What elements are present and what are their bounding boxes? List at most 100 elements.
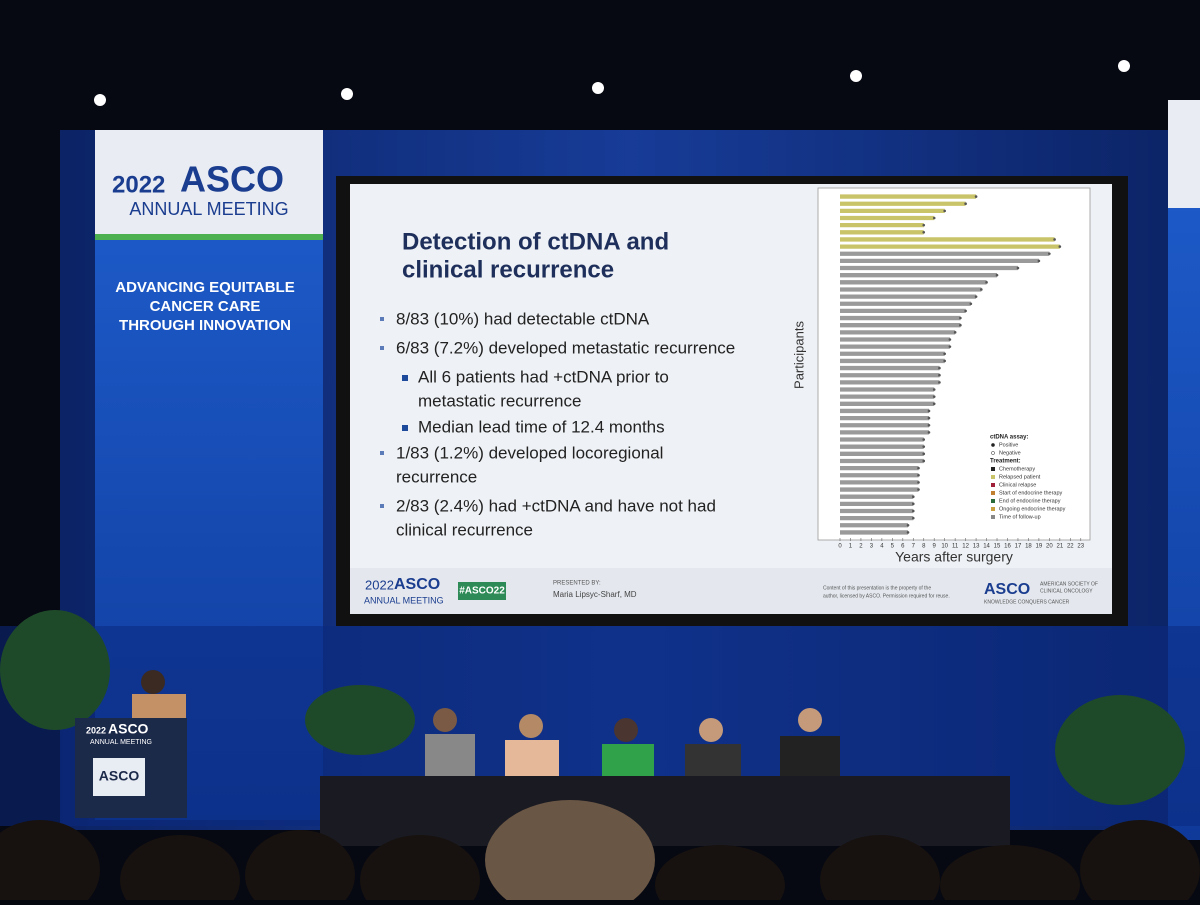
x-tick-label: 1 [849,544,853,550]
y-axis-label: Participants [791,321,806,389]
lane-end [911,516,915,520]
legend-label: Ongoing endocrine therapy [999,506,1066,512]
x-tick-label: 20 [1046,544,1053,550]
x-tick-label: 21 [1056,544,1063,550]
legend-swatch [991,515,995,519]
bullet-text: recurrence [396,467,477,486]
legend-label: Clinical relapse [999,482,1036,488]
lane-end [911,502,915,506]
lane-end [938,373,941,377]
lane-end [917,488,920,491]
lane-end [974,295,978,298]
bullet-text: metastatic recurrence [418,391,581,410]
lane-end [1048,252,1051,256]
lane-end [932,395,936,398]
legend-title: ctDNA assay: [990,435,1028,441]
lane-end [922,223,926,227]
panel-table [320,776,1010,846]
lane-end [974,195,978,198]
lane-end [953,331,957,334]
x-tick-label: 10 [941,544,948,550]
lane-end [943,352,946,356]
legend-swatch [991,483,995,487]
banner-line: CANCER CARE [150,298,261,315]
society-full: AMERICAN SOCIETY OF [1040,581,1098,587]
legend-label: Start of endocrine therapy [999,490,1063,496]
lane-end [932,402,936,406]
lane-end [980,288,983,291]
notice: Content of this presentation is the prop… [823,585,931,591]
lane-end [922,231,926,234]
bullet-marker [380,317,384,321]
x-tick-label: 23 [1077,544,1084,550]
bullet-text: Median lead time of 12.4 months [418,417,665,436]
banner-meeting: ANNUAL MEETING [129,199,288,219]
x-tick-label: 16 [1004,544,1011,550]
hashtag: #ASCO22 [459,586,505,597]
lane-end [985,281,988,284]
slide-title: Detection of ctDNA and [402,228,669,255]
banner-brand: ASCO [180,159,284,200]
x-tick-label: 6 [901,544,905,550]
legend-swatch [991,491,995,495]
slide-title: clinical recurrence [402,256,614,283]
lane-end [938,366,941,370]
lane-end [948,338,952,341]
lane-end [964,309,967,313]
footer-brand: ASCO [394,576,440,593]
bullet-text: All 6 patients had +ctDNA prior to [418,367,669,386]
society: ASCO [984,581,1030,598]
legend-dot [991,451,995,455]
bullets: 8/83 (10%) had detectable ctDNA 6/83 (7.2… [380,309,735,539]
legend-label: Chemotherapy [999,466,1035,472]
banner-year: 2022 [112,171,165,198]
legend-swatch [991,467,995,471]
x-tick-label: 13 [973,544,980,550]
right-banner-top [1168,100,1200,208]
lane-end [911,509,915,513]
x-tick-label: 5 [891,544,895,550]
lane-end [922,452,926,456]
lane-end [969,302,973,306]
podium: 2022 ASCO ANNUAL MEETING ASCO [75,718,187,818]
presenter: Maria Lipsyc-Sharf, MD [553,590,637,599]
audience [0,800,1200,905]
footer-meeting: ANNUAL MEETING [364,595,444,605]
banner-line: ADVANCING EQUITABLE [115,279,294,296]
stage-lights [94,60,1130,106]
lane-end [959,323,962,327]
lane-end [917,481,920,484]
lane-end [927,431,931,434]
bullet-text: 2/83 (2.4%) had +ctDNA and have not had [396,496,716,515]
plants [0,610,1185,805]
x-tick-label: 11 [952,544,959,550]
podium-logo: ASCO [99,768,140,784]
bullet-marker [380,346,384,350]
lane-end [922,445,926,448]
podium-year: 2022 [86,725,106,735]
lane-end [906,531,910,534]
motto: KNOWLEDGE CONQUERS CANCER [984,599,1070,605]
x-tick-label: 17 [1015,544,1022,550]
bullet-marker [380,451,384,455]
x-tick-label: 9 [933,544,937,550]
legend-dot [991,443,995,447]
footer-year: 2022 [365,577,394,592]
bullet-text: 8/83 (10%) had detectable ctDNA [396,309,650,328]
x-tick-label: 15 [994,544,1001,550]
lane-end [932,216,936,220]
lane-end [995,273,999,277]
bullet-marker [402,425,408,431]
panelists [425,708,840,776]
x-tick-label: 12 [962,544,969,550]
lane-end [1037,259,1041,263]
lane-end [917,466,920,470]
podium-brand: ASCO [108,721,149,737]
podium-meeting: ANNUAL MEETING [90,739,152,746]
bullet-text: 6/83 (7.2%) developed metastatic recurre… [396,338,735,357]
legend-swatch [991,475,995,479]
bullet-marker [402,375,408,381]
legend-title: Treatment: [990,459,1021,465]
